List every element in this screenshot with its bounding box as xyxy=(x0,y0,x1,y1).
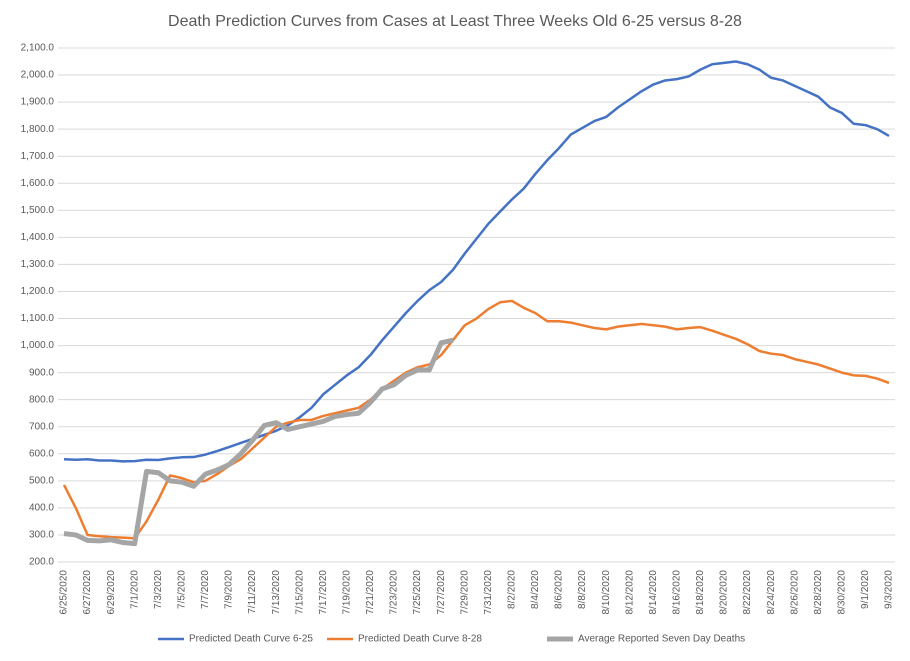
x-tick-label: 8/26/2020 xyxy=(789,570,800,615)
y-tick-label: 600.0 xyxy=(29,448,54,459)
x-tick-label: 7/21/2020 xyxy=(365,570,376,615)
legend-label: Average Reported Seven Day Deaths xyxy=(578,634,745,645)
x-tick-label: 8/24/2020 xyxy=(766,570,777,615)
y-tick-label: 2,000.0 xyxy=(21,70,55,81)
y-tick-label: 1,100.0 xyxy=(21,313,55,324)
y-tick-label: 400.0 xyxy=(29,503,54,514)
y-tick-label: 1,300.0 xyxy=(21,259,55,270)
x-tick-label: 6/29/2020 xyxy=(106,570,117,615)
x-tick-label: 7/25/2020 xyxy=(412,570,423,615)
x-tick-label: 8/28/2020 xyxy=(813,570,824,615)
x-tick-label: 8/18/2020 xyxy=(695,570,706,615)
y-tick-label: 800.0 xyxy=(29,394,54,405)
x-tick-label: 7/17/2020 xyxy=(318,570,329,615)
y-tick-label: 1,200.0 xyxy=(21,286,55,297)
y-tick-label: 1,600.0 xyxy=(21,178,55,189)
x-tick-label: 8/14/2020 xyxy=(648,570,659,615)
x-tick-label: 8/6/2020 xyxy=(554,570,565,609)
x-tick-label: 8/8/2020 xyxy=(577,570,588,609)
y-tick-label: 900.0 xyxy=(29,367,54,378)
x-tick-label: 7/5/2020 xyxy=(176,570,187,609)
y-tick-label: 200.0 xyxy=(29,557,54,568)
x-tick-label: 7/15/2020 xyxy=(294,570,305,615)
x-tick-label: 8/20/2020 xyxy=(719,570,730,615)
x-tick-label: 8/16/2020 xyxy=(671,570,682,615)
y-tick-label: 1,000.0 xyxy=(21,340,55,351)
x-tick-label: 8/4/2020 xyxy=(530,570,541,609)
x-tick-label: 7/3/2020 xyxy=(153,570,164,609)
x-tick-label: 7/13/2020 xyxy=(271,570,282,615)
y-tick-label: 1,700.0 xyxy=(21,151,55,162)
y-tick-label: 1,800.0 xyxy=(21,124,55,135)
x-tick-label: 9/1/2020 xyxy=(860,570,871,609)
y-tick-label: 500.0 xyxy=(29,475,54,486)
x-tick-label: 6/25/2020 xyxy=(59,570,70,615)
x-tick-label: 9/3/2020 xyxy=(884,570,895,609)
y-tick-label: 1,900.0 xyxy=(21,97,55,108)
legend-label: Predicted Death Curve 6-25 xyxy=(189,634,313,645)
x-tick-label: 8/2/2020 xyxy=(506,570,517,609)
chart-title: Death Prediction Curves from Cases at Le… xyxy=(168,13,742,30)
x-tick-label: 8/10/2020 xyxy=(601,570,612,615)
x-tick-label: 7/23/2020 xyxy=(389,570,400,615)
x-tick-label: 7/27/2020 xyxy=(436,570,447,615)
x-tick-label: 8/30/2020 xyxy=(836,570,847,615)
y-tick-label: 1,500.0 xyxy=(21,205,55,216)
x-tick-label: 7/19/2020 xyxy=(341,570,352,615)
series-line xyxy=(63,60,890,463)
y-tick-label: 300.0 xyxy=(29,530,54,541)
y-tick-label: 700.0 xyxy=(29,421,54,432)
x-tick-label: 8/12/2020 xyxy=(624,570,635,615)
x-tick-label: 7/9/2020 xyxy=(224,570,235,609)
y-tick-label: 2,100.0 xyxy=(21,43,55,54)
x-tick-label: 7/11/2020 xyxy=(247,570,258,614)
x-tick-label: 8/22/2020 xyxy=(742,570,753,615)
y-tick-label: 1,400.0 xyxy=(21,232,55,243)
x-tick-label: 6/27/2020 xyxy=(82,570,93,615)
x-tick-label: 7/1/2020 xyxy=(129,570,140,609)
legend-label: Predicted Death Curve 8-28 xyxy=(358,634,482,645)
x-tick-label: 7/29/2020 xyxy=(459,570,470,615)
x-tick-label: 7/31/2020 xyxy=(483,570,494,615)
series-line xyxy=(63,337,454,547)
x-tick-label: 7/7/2020 xyxy=(200,570,211,609)
